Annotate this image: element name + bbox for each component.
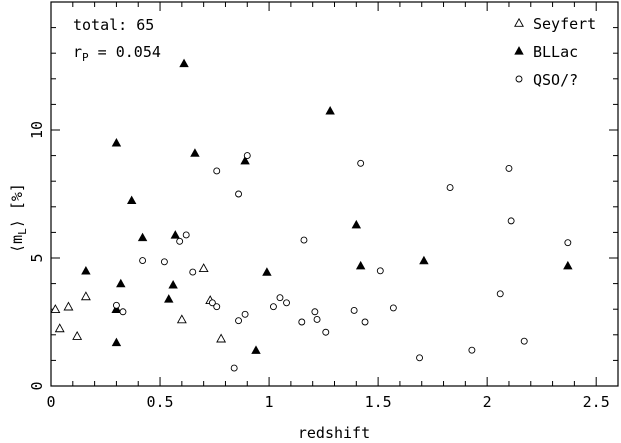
qso-point [283, 299, 290, 307]
bllac-point [351, 219, 362, 229]
bllac-point [419, 255, 429, 265]
x-tick-label: 1.5 [365, 393, 392, 411]
qso-point [298, 318, 306, 326]
seyfert-point [80, 291, 91, 301]
qso-point [564, 239, 572, 247]
bllac-point [116, 278, 126, 288]
y-tick-label: 10 [28, 121, 46, 139]
bllac-point [111, 337, 122, 347]
rp-symbol: r [73, 43, 82, 61]
qso-point [213, 167, 221, 175]
qso-point [235, 317, 242, 325]
y-axis-label-sub: L [16, 228, 29, 235]
y-axis-label: ⟨mL⟩ [%] [8, 183, 29, 253]
axis-ticks [50, 1, 619, 387]
x-tick-label: 1 [265, 393, 274, 411]
seyfert-point [72, 330, 83, 340]
qso-point [350, 307, 358, 314]
seyfert-point [50, 304, 61, 314]
bllac-point [179, 58, 189, 68]
qso-point [235, 190, 242, 198]
qso-point [361, 318, 369, 326]
qso-point [139, 257, 147, 265]
qso-point [313, 315, 321, 323]
qso-point [243, 152, 251, 160]
rp-subscript: P [82, 51, 89, 64]
legend-marker-qso [515, 75, 523, 83]
data-points [50, 58, 573, 372]
x-tick-label: 2.5 [583, 393, 610, 411]
bllac-point [170, 230, 181, 239]
bllac-point [111, 137, 122, 147]
bllac-point [355, 260, 366, 270]
qso-point [322, 328, 330, 336]
bllac-point [240, 155, 250, 165]
x-tick-label: 0 [46, 393, 55, 411]
qso-point [276, 294, 284, 302]
bllac-point [190, 148, 200, 157]
bllac-point [563, 260, 573, 270]
qso-point [507, 217, 515, 225]
seyfert-point [216, 333, 227, 343]
qso-point [241, 310, 249, 318]
qso-point [230, 364, 238, 372]
legend-label-bllac: BLLac [533, 43, 578, 61]
bllac-point [262, 267, 272, 276]
qso-point [389, 304, 397, 312]
legend-label-qso: QSO/? [533, 71, 578, 89]
qso-point [468, 346, 476, 354]
bllac-point [251, 345, 261, 354]
y-axis-label-left: ⟨m [8, 235, 26, 253]
qso-point [189, 268, 197, 276]
bllac-point [168, 280, 178, 289]
total-annotation: total: 65 [73, 16, 154, 34]
qso-point [269, 303, 277, 311]
bllac-point [81, 265, 91, 275]
bllac-point [325, 105, 335, 115]
qso-point [376, 267, 384, 275]
seyfert-point [63, 301, 74, 311]
y-tick-label: 0 [28, 381, 46, 390]
bllac-point [137, 232, 148, 242]
qso-point [112, 301, 120, 309]
qso-point [176, 237, 184, 245]
x-tick-label: 0.5 [146, 393, 173, 411]
qso-point [119, 308, 127, 316]
qso-point [311, 308, 319, 316]
rp-value: = 0.054 [89, 43, 161, 61]
legend: Seyfert BLLac QSO/? [514, 15, 596, 89]
qso-point [213, 303, 221, 311]
qso-point [496, 290, 504, 298]
qso-point [182, 231, 190, 239]
rp-annotation: rP = 0.054 [73, 43, 161, 64]
qso-point [300, 236, 308, 244]
qso-point [357, 159, 365, 167]
qso-point [160, 258, 168, 266]
y-tick-label: 5 [28, 253, 46, 262]
legend-marker-bllac [514, 46, 524, 55]
legend-label-seyfert: Seyfert [533, 15, 596, 33]
bllac-point [126, 195, 137, 205]
seyfert-point [198, 263, 209, 273]
legend-marker-seyfert [514, 17, 524, 27]
x-tick-label: 2 [483, 393, 492, 411]
axis-tick-labels: 0 0.5 1 1.5 2 2.5 0 5 10 [28, 121, 610, 411]
seyfert-point [54, 323, 65, 333]
qso-point [446, 184, 454, 192]
seyfert-point [176, 314, 187, 324]
qso-point [416, 354, 423, 362]
bllac-point [164, 294, 174, 303]
qso-point [520, 337, 528, 345]
qso-point [505, 164, 513, 172]
y-axis-label-right: ⟩ [%] [8, 183, 26, 228]
x-axis-label: redshift [298, 424, 370, 442]
qso-point [208, 299, 216, 307]
